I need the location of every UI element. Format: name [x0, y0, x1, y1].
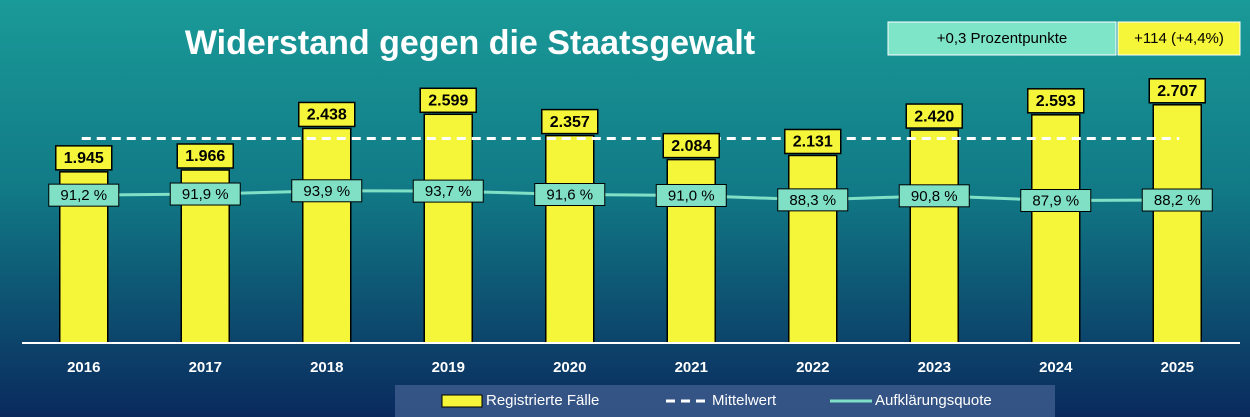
rate-label-box [534, 183, 606, 207]
rate-label-box [48, 183, 120, 207]
rate-label-box [412, 179, 484, 203]
bar-label-box [298, 101, 356, 128]
bar-label: 2.420 [914, 108, 954, 125]
rate-label: 91,9 % [182, 186, 229, 203]
bar-label: 2.438 [307, 107, 347, 124]
bar [423, 113, 473, 344]
bar-label: 2.593 [1036, 93, 1076, 110]
bar-label-box [784, 128, 842, 155]
legend-box [395, 385, 1055, 417]
rate-label: 91,6 % [546, 186, 593, 203]
rate-label: 88,3 % [789, 192, 836, 209]
rate-label: 87,9 % [1032, 192, 1079, 209]
rate-label-box [777, 188, 849, 212]
x-tick-label: 2021 [675, 359, 708, 376]
bar-label-box [1148, 78, 1206, 104]
bar-label: 2.357 [550, 114, 590, 131]
bar-label-box [1027, 88, 1085, 114]
rate-label: 88,2 % [1154, 192, 1201, 209]
bar-label-box [662, 132, 720, 159]
x-tick-label: 2017 [189, 359, 222, 376]
bar [788, 154, 838, 344]
bar-label: 1.945 [64, 150, 104, 167]
chart-title: Widerstand gegen die Staatsgewalt [185, 24, 755, 62]
legend-label: Aufklärungsquote [875, 392, 992, 409]
rate-label: 93,7 % [425, 183, 472, 200]
bar-label-box [541, 108, 599, 135]
rate-label: 91,2 % [60, 187, 107, 204]
bar-label-box [419, 87, 477, 114]
rate-label-box [1141, 188, 1213, 212]
rate-label: 90,8 % [911, 188, 958, 205]
bar-label-box [55, 145, 113, 171]
rate-label-box [1020, 189, 1092, 213]
x-tick-label: 2022 [796, 359, 829, 376]
bar-label: 2.131 [793, 134, 833, 151]
rate-label: 93,9 % [303, 183, 350, 200]
annotation: +0,3 Prozentpunkte [937, 30, 1068, 47]
annotation-box [887, 21, 1117, 56]
x-tick-label: 2024 [1039, 359, 1073, 376]
annotation-box [1117, 21, 1241, 56]
legend-swatch [441, 394, 483, 408]
bar-label: 2.084 [671, 138, 711, 155]
bar [545, 134, 595, 344]
annotation: +114 (+4,4%) [1134, 30, 1224, 47]
bar-label-box [176, 143, 234, 169]
rate-label-box [169, 182, 241, 206]
bar-label: 2.707 [1157, 83, 1197, 100]
rate-label: 91,0 % [668, 187, 715, 204]
bar-label: 2.599 [428, 93, 468, 110]
x-tick-label: 2016 [67, 359, 100, 376]
bar [1152, 104, 1202, 344]
rate-label-box [898, 184, 970, 208]
legend-label: Registrierte Fälle [486, 392, 599, 409]
x-tick-label: 2019 [432, 359, 465, 376]
bar-label: 1.966 [185, 148, 225, 165]
bar [1031, 114, 1081, 344]
x-tick-label: 2023 [918, 359, 951, 376]
bar [909, 129, 959, 344]
rate-line [83, 189, 1178, 203]
x-tick-label: 2018 [310, 359, 343, 376]
x-tick-label: 2020 [553, 359, 586, 376]
bar-label-box [905, 103, 963, 129]
legend-label: Mittelwert [712, 392, 777, 409]
rate-label-box [655, 183, 727, 207]
x-tick-label: 2025 [1161, 359, 1194, 376]
bar [302, 127, 352, 344]
rate-label-box [291, 179, 363, 203]
